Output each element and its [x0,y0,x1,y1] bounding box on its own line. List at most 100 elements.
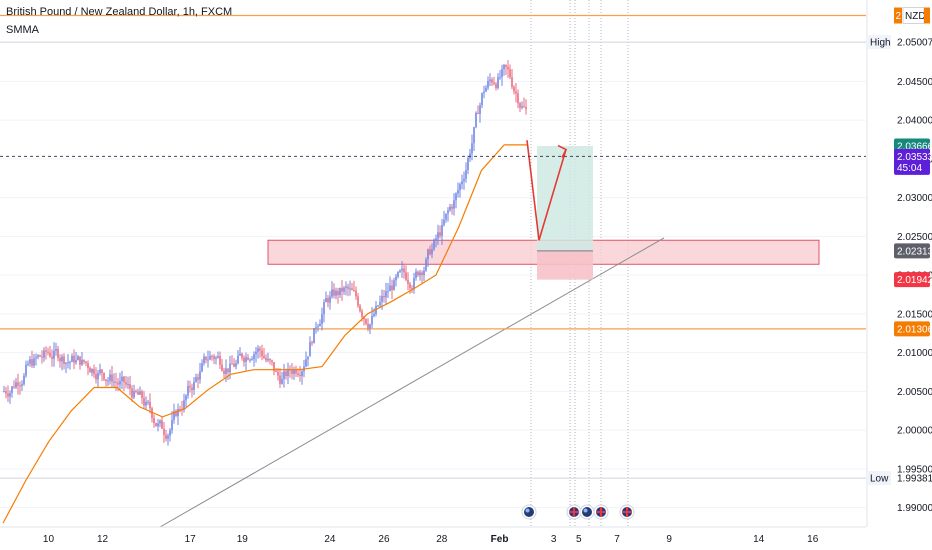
candle-body [233,363,235,367]
y-tick-label: 2.02500 [897,232,932,243]
price-badge-label-4: 2.01306 [897,324,932,335]
candle-body [109,374,111,381]
candle-body [401,268,403,271]
candle-body [229,363,231,373]
candle-body [105,379,107,382]
candle-body [445,213,447,220]
candle-body [469,153,471,159]
candle-body [57,348,59,358]
candle-body [83,359,85,362]
candle-body [327,298,329,303]
candle-body [367,323,369,329]
candle-body [395,276,397,281]
candle-body [501,69,503,77]
price-badge-label-3: 2.01942 [897,275,932,286]
candle-body [111,374,113,382]
candle-body [81,359,83,365]
candle-body [499,76,501,78]
candle-body [459,184,461,190]
y-tick-label: 2.01000 [897,348,932,359]
candle-body [153,418,155,424]
candle-body [187,385,189,396]
candle-body [317,326,319,328]
candle-body [71,355,73,362]
price-badge-1 [894,148,930,175]
candle-body [423,270,425,276]
x-tick-label: 9 [666,534,672,545]
x-tick-label: 24 [324,534,336,545]
candle-body [387,291,389,293]
candle-body [237,355,239,364]
candle-body [357,296,359,306]
y-tick-label: 1.99000 [897,503,932,514]
low-label-bg [867,471,891,486]
candle-body [31,359,33,366]
candle-body [449,206,451,211]
candle-body [55,348,57,351]
candle-body [291,370,293,375]
candle-body [143,398,145,406]
candle-body [69,361,71,363]
candle-body [173,411,175,420]
candle-body [465,169,467,179]
candle-body [161,420,163,429]
candle-body [453,200,455,209]
candle-body [359,305,361,312]
candle-body [429,249,431,255]
candle-body [59,357,61,362]
candle-body [179,409,181,411]
candle-body [53,350,55,359]
candle-body [215,357,217,360]
candle-body [307,356,309,360]
candle-body [73,355,75,363]
candle-body [211,356,213,358]
candle-body [189,385,191,388]
candle-body [319,323,321,327]
top-level-badge-tail [924,7,930,24]
position-stop-area [537,250,593,280]
candle-body [311,342,313,344]
candle-body [389,285,391,292]
candle-body [511,77,513,88]
candle-body [165,434,167,439]
candle-body [33,358,35,366]
candle-body [297,373,299,375]
candle-body [411,288,413,290]
candle-body [193,381,195,390]
candle-body [385,291,387,298]
candle-body [441,224,443,236]
smma-line [2,144,527,524]
y-tick-label: 2.00500 [897,387,932,398]
candle-body [323,302,325,315]
candle-body [243,357,245,362]
candle-body [185,395,187,401]
candle-body [85,361,87,364]
candle-body [13,386,15,388]
candle-body [461,181,463,185]
price-badge-label-1: 2.03533 [897,152,932,163]
candle-body [431,249,433,255]
candle-body [207,359,209,361]
event-icon-globe [524,507,534,517]
candle-body [145,401,147,406]
candle-body [135,390,137,392]
candle-body [75,360,77,363]
candle-body [349,288,351,290]
candle-body [293,369,295,375]
candle-body [133,390,135,398]
candle-body [39,355,41,357]
candle-body [377,305,379,307]
price-badge-label-2: 2.02313 [897,246,932,257]
candle-body [199,371,201,380]
candle-body [209,356,211,360]
candle-body [5,391,7,394]
candle-body [299,374,301,376]
candle-body [345,286,347,288]
y-tick-label: 2.00000 [897,426,932,437]
x-tick-label: 7 [614,534,620,545]
candle-body [425,259,427,271]
candle-body [285,371,287,377]
candle-body [443,219,445,225]
x-tick-label: 16 [807,534,819,545]
